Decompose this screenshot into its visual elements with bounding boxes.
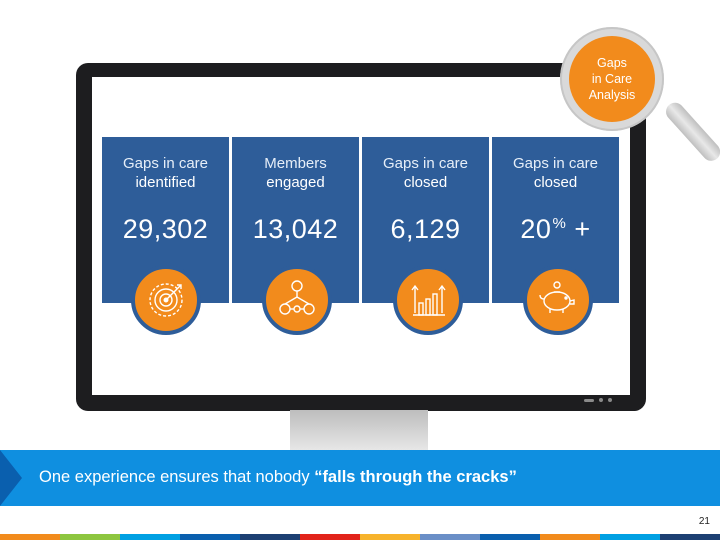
color-strip-segment (540, 534, 600, 540)
piggy-bank-icon (523, 265, 593, 335)
color-strip-segment (300, 534, 360, 540)
color-strip-segment (0, 534, 60, 540)
color-strip-segment (480, 534, 540, 540)
color-strip-segment (660, 534, 720, 540)
bar-chart-icon (393, 265, 463, 335)
stat-card-gaps-identified: Gaps in care identified 29,302 (102, 137, 229, 303)
color-strip-segment (60, 534, 120, 540)
stat-label: Members engaged (264, 155, 327, 191)
color-strip-segment (420, 534, 480, 540)
stat-card-gaps-closed-percent: Gaps in care closed 20% + (492, 137, 619, 303)
color-strip-segment (240, 534, 300, 540)
color-strip (0, 534, 720, 540)
color-strip-segment (360, 534, 420, 540)
color-strip-segment (120, 534, 180, 540)
color-strip-segment (180, 534, 240, 540)
magnifier-lens: Gaps in Care Analysis (569, 36, 655, 122)
banner-arrow-icon (0, 450, 22, 506)
people-network-icon (262, 265, 332, 335)
monitor-indicator-lights (584, 398, 612, 402)
target-icon (131, 265, 201, 335)
stat-label: Gaps in care closed (382, 155, 469, 191)
stat-label: Gaps in care identified (122, 155, 209, 191)
page-number: 21 (698, 516, 710, 527)
stat-value: 29,302 (122, 214, 209, 244)
stat-label: Gaps in care closed (512, 155, 599, 191)
color-strip-segment (600, 534, 660, 540)
stat-value: 6,129 (390, 214, 461, 244)
banner-text: One experience ensures that nobody “fall… (39, 468, 517, 486)
banner (0, 450, 720, 506)
stat-value: 13,042 (252, 214, 339, 244)
monitor-stand (290, 410, 428, 452)
magnifier-handle (662, 98, 720, 165)
magnifier-label: Gaps in Care Analysis (588, 56, 636, 102)
stat-value: 20% + (520, 214, 591, 244)
